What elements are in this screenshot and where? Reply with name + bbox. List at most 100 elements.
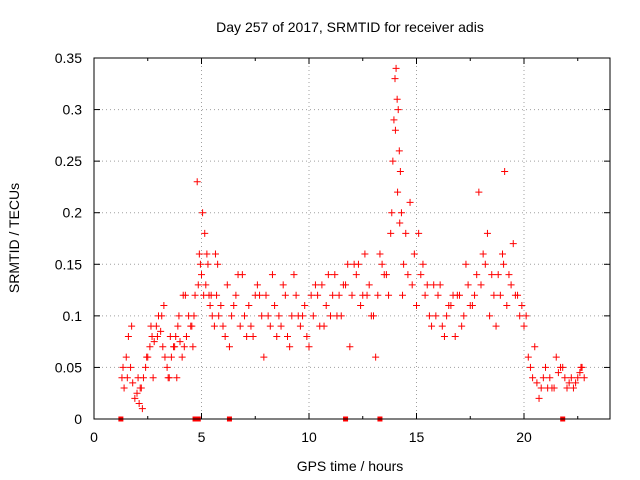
data-point [449,291,457,299]
x-tick-label: 5 [198,429,206,445]
data-point [576,369,584,377]
data-point [178,353,186,361]
y-tick-label: 0.2 [63,205,83,221]
data-point [264,312,272,320]
data-point [410,250,418,258]
y-axis-label: SRMTID / TECUs [6,183,22,293]
data-point [462,260,470,268]
data-point [494,271,502,279]
data-point [395,147,403,155]
data-point [260,353,268,361]
data-point [378,260,386,268]
data-point [509,240,517,248]
data-point [127,363,135,371]
data-point [294,312,302,320]
data-point [518,302,526,310]
data-point [194,281,202,289]
data-point [500,260,508,268]
data-point [554,369,562,377]
data-point [223,281,231,289]
data-point [203,250,211,258]
data-point [526,363,534,371]
data-point [372,353,380,361]
data-point [561,374,569,382]
data-point [417,271,425,279]
data-point [230,302,238,310]
data-point [535,394,543,402]
data-point [219,322,227,330]
data-point [281,291,289,299]
x-tick-label: 15 [409,429,425,445]
data-point [458,322,466,330]
data-point [533,379,541,387]
data-point [153,332,161,340]
data-point [557,363,565,371]
data-point [119,363,127,371]
data-point [572,379,580,387]
data-point [537,384,545,392]
y-tick-label: 0 [74,411,82,427]
data-point [488,271,496,279]
data-point [249,332,257,340]
data-point [327,312,334,320]
data-point [361,250,369,258]
data-point [149,374,157,382]
data-point [400,260,408,268]
data-point [225,343,233,351]
data-point [247,322,255,330]
data-point [542,363,549,371]
data-point [201,229,209,237]
data-point [423,281,431,289]
data-point [425,312,433,320]
data-point [271,302,279,310]
data-point [196,260,204,268]
data-point [394,106,402,114]
data-point [492,322,500,330]
data-point [158,312,166,320]
data-point [314,291,322,299]
data-point [182,332,190,340]
data-point [286,343,294,351]
data-point [473,271,481,279]
data-point [180,343,188,351]
data-point [445,302,453,310]
data-point [277,322,285,330]
data-point [296,322,304,330]
data-point [352,271,360,279]
data-point [208,312,216,320]
data-point [307,291,315,299]
data-point [193,178,201,186]
data-point [520,322,528,330]
data-point [198,271,205,279]
data-point [202,281,210,289]
data-point [354,260,362,268]
data-point [567,374,575,382]
data-point [365,281,373,289]
data-point [173,374,181,382]
data-point [483,229,491,237]
data-point [539,374,547,382]
data-point [396,167,404,175]
data-point [123,374,131,382]
data-point [142,363,150,371]
data-point [387,229,395,237]
y-tick-label: 0.15 [55,256,82,272]
data-point [262,291,270,299]
data-point [236,322,244,330]
data-point [215,312,223,320]
data-point [486,312,494,320]
data-point [342,281,350,289]
data-point [396,219,404,227]
data-point [563,384,571,392]
data-point [389,157,397,165]
data-point [514,291,522,299]
data-point [273,332,281,340]
data-point [552,353,560,361]
axis-ticks: 0 5 10 15 20 0 0.05 0.1 0.15 0.2 0.25 0.3 0.35 [55,50,610,445]
data-point [175,312,183,320]
data-point [311,281,319,289]
data-point [406,198,414,206]
data-point [477,281,485,289]
data-point [397,209,405,217]
